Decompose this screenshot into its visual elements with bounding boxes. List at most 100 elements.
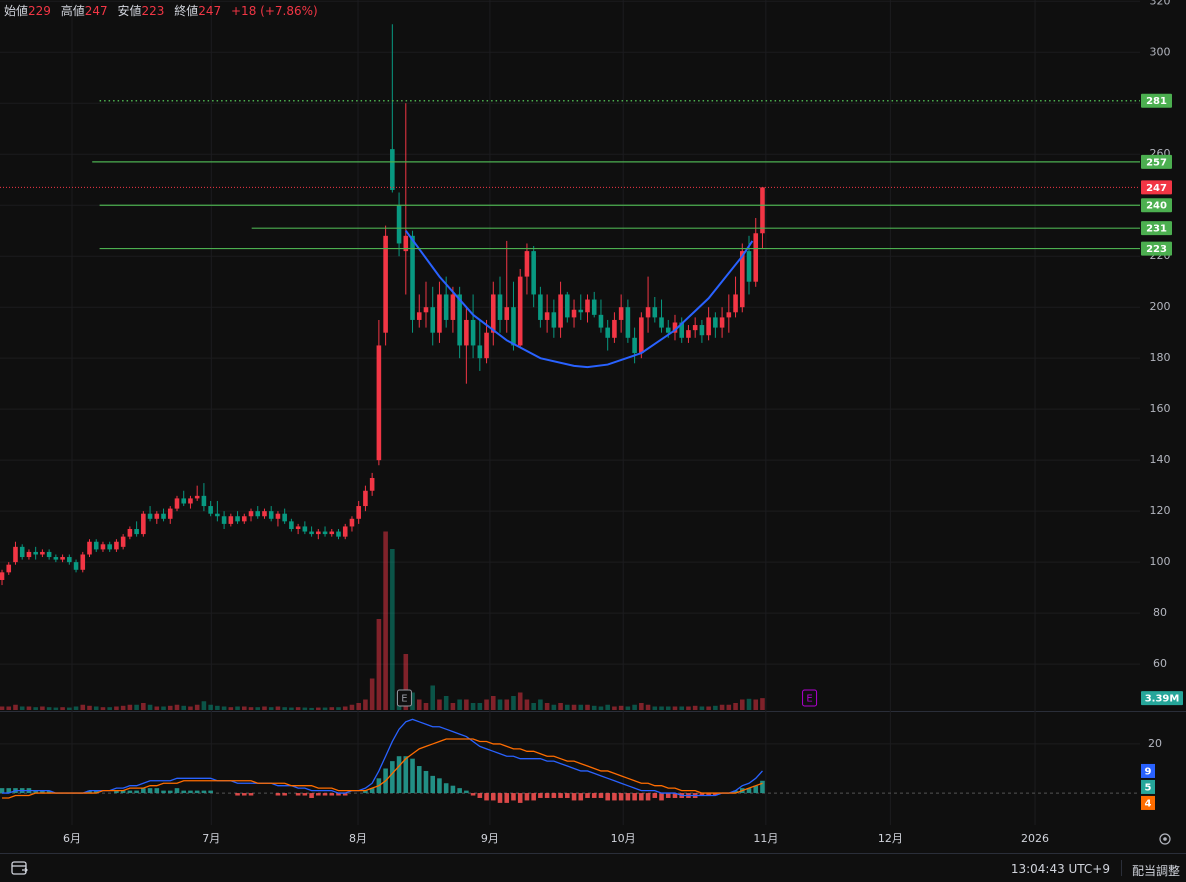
volume-bar [369, 678, 375, 710]
volume-bar [309, 707, 314, 710]
volume-bar [188, 706, 193, 710]
macd-histogram [511, 793, 516, 801]
volume-bar [753, 699, 759, 710]
candle-body [706, 317, 711, 336]
adjust-toggle[interactable]: 配当調整 [1131, 864, 1180, 878]
volume-bar [208, 704, 213, 710]
volume-bar [87, 705, 92, 710]
macd-histogram [114, 790, 119, 794]
candle-body [107, 544, 112, 550]
volume-bar [19, 706, 25, 710]
candle-body [639, 317, 644, 354]
volume-bar [241, 706, 247, 710]
macd-histogram [437, 778, 442, 794]
volume-bar [289, 707, 294, 710]
candle-body [544, 312, 550, 320]
goto-date-icon[interactable] [9, 857, 31, 879]
volume-bar [511, 696, 516, 710]
macd-histogram [565, 793, 570, 798]
settings-icon[interactable] [1159, 833, 1171, 845]
candle-body [309, 531, 314, 535]
macd-value-label: 5 [1145, 782, 1152, 793]
candle-body [659, 317, 664, 328]
volume-bar [490, 696, 496, 710]
candle-body [423, 307, 429, 313]
macd-histogram [93, 790, 99, 794]
volume-bar [524, 699, 530, 710]
macd-histogram [134, 790, 139, 794]
y-tick-label: 140 [1150, 453, 1171, 466]
volume-bar [585, 704, 590, 710]
clock: 13:04:43 UTC+9 [1010, 862, 1110, 876]
candle-body [349, 518, 355, 527]
volume-bar [349, 704, 355, 710]
volume-bar [625, 706, 631, 710]
event-marker [802, 689, 818, 707]
macd-histogram [753, 785, 759, 794]
volume-bar [60, 707, 65, 710]
candle-body [235, 516, 240, 522]
macd-histogram [470, 793, 476, 796]
candle-body [410, 235, 415, 320]
macd-histogram [141, 788, 146, 794]
macd-histogram [423, 770, 429, 794]
settings-icon-dot [1163, 837, 1167, 841]
candle-body [672, 322, 678, 333]
volume-bar [174, 704, 180, 710]
candle-body [194, 495, 200, 499]
footer-bar: 13:04:43 UTC+9 配当調整 [0, 853, 1186, 882]
volume-bar [316, 707, 321, 710]
legend-value: 223 [141, 4, 165, 18]
macd-histogram [605, 793, 610, 801]
y-tick-label: 100 [1150, 555, 1171, 568]
volume-bar [450, 703, 456, 710]
y-tick-label: 120 [1150, 504, 1171, 517]
macd-histogram [430, 775, 436, 794]
volume-bar [161, 706, 166, 710]
candle-body [134, 528, 139, 535]
candle-body [174, 498, 180, 509]
candle-body [302, 526, 308, 532]
volume-bar [235, 706, 240, 710]
macd-histogram [396, 756, 402, 794]
macd-histogram [484, 793, 489, 801]
candle-body [53, 557, 59, 560]
candle-body [484, 332, 489, 359]
macd-histogram [329, 793, 335, 796]
volume-bar [551, 704, 557, 710]
candle-body [632, 337, 637, 354]
volume-bar [107, 707, 112, 710]
icon-frame [11, 861, 27, 875]
macd-histogram [33, 790, 38, 794]
legend-label: 高値 [60, 4, 85, 18]
candle-body [517, 276, 523, 346]
cup-curve [404, 230, 754, 369]
volume-bar [686, 706, 691, 710]
price-label-box [1141, 198, 1172, 213]
y-tick-label: 180 [1150, 351, 1171, 364]
candle-body [289, 521, 294, 529]
volume-bar [342, 706, 348, 710]
volume-bar [154, 706, 160, 710]
event-label: E [806, 694, 812, 705]
macd-histogram [524, 793, 530, 801]
volume-bar [0, 706, 5, 710]
volume-bar [598, 706, 604, 710]
macd-histogram [6, 788, 12, 794]
price-label-box [1141, 154, 1172, 169]
volume-bar [457, 699, 462, 710]
macd-histogram [544, 793, 550, 798]
candle-body [443, 294, 449, 320]
candle-body [268, 511, 274, 519]
candle-body [645, 307, 651, 318]
candle-body [753, 233, 759, 282]
volume-bar [410, 692, 415, 710]
volume-bar [497, 699, 503, 710]
candle-body [699, 325, 705, 336]
candle-body [383, 235, 388, 333]
volume-bar [760, 698, 765, 710]
candle-body [181, 498, 187, 504]
volume-bar [645, 704, 651, 710]
y-tick-label: 20 [1148, 737, 1162, 750]
candle-body [558, 294, 563, 328]
